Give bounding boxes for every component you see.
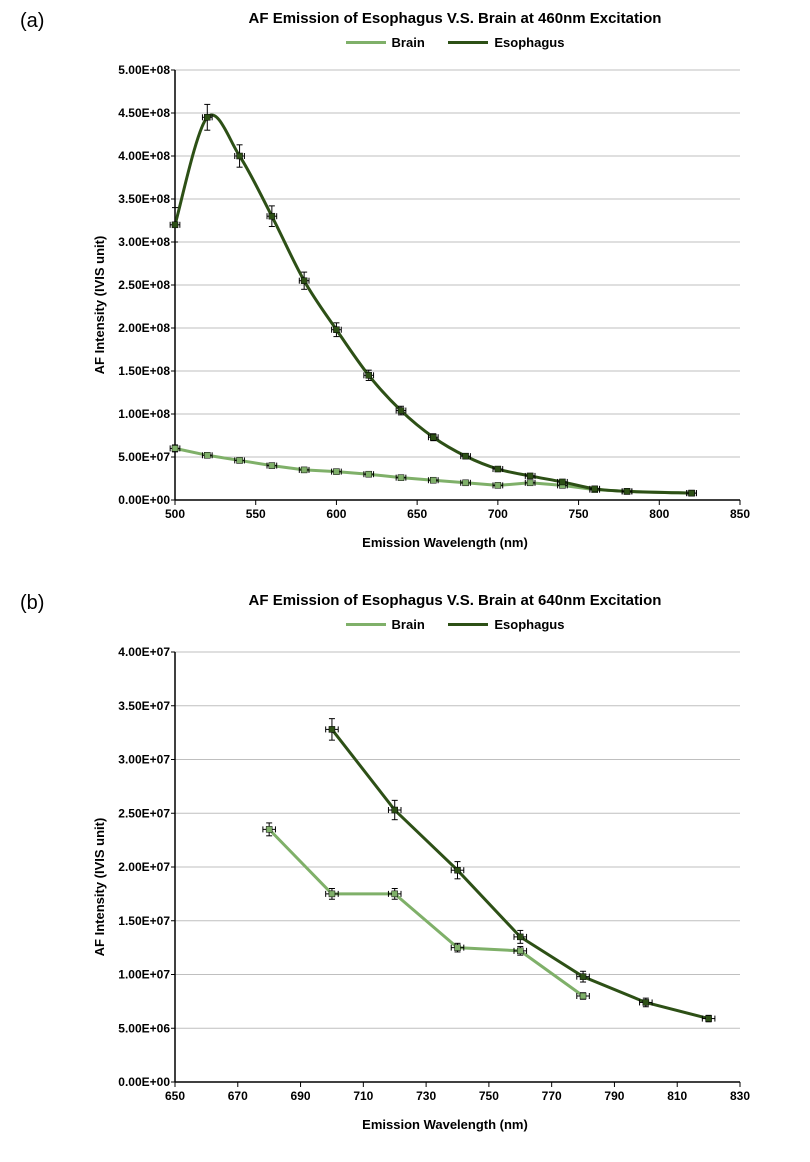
panel-a-label: (a)	[20, 10, 44, 33]
legend-line-esophagus-a	[448, 41, 488, 44]
svg-text:690: 690	[291, 1089, 311, 1103]
panel-b-label: (b)	[20, 592, 44, 615]
svg-text:600: 600	[326, 507, 346, 521]
svg-text:5.00E+08: 5.00E+08	[118, 63, 170, 77]
svg-text:0.00E+00: 0.00E+00	[118, 493, 170, 507]
legend-a-esophagus: Esophagus	[448, 35, 564, 50]
svg-text:3.00E+07: 3.00E+07	[118, 753, 170, 767]
svg-text:790: 790	[604, 1089, 624, 1103]
svg-text:550: 550	[246, 507, 266, 521]
svg-text:4.00E+08: 4.00E+08	[118, 149, 170, 163]
legend-line-brain-b	[346, 623, 386, 626]
chart-b-legend: Brain Esophagus	[90, 614, 810, 632]
legend-line-brain-a	[346, 41, 386, 44]
svg-text:770: 770	[542, 1089, 562, 1103]
x-axis-label-b: Emission Wavelength (nm)	[100, 1117, 790, 1132]
svg-text:2.50E+08: 2.50E+08	[118, 278, 170, 292]
svg-text:1.00E+08: 1.00E+08	[118, 407, 170, 421]
svg-text:700: 700	[488, 507, 508, 521]
x-axis-label-a: Emission Wavelength (nm)	[100, 535, 790, 550]
legend-label-esophagus-b: Esophagus	[494, 617, 564, 632]
panel-a: (a) AF Emission of Esophagus V.S. Brain …	[10, 10, 810, 550]
svg-text:750: 750	[479, 1089, 499, 1103]
panel-b: (b) AF Emission of Esophagus V.S. Brain …	[10, 592, 810, 1132]
svg-text:670: 670	[228, 1089, 248, 1103]
panel-gap	[10, 570, 810, 591]
legend-line-esophagus-b	[448, 623, 488, 626]
svg-text:810: 810	[667, 1089, 687, 1103]
svg-text:2.50E+07: 2.50E+07	[118, 806, 170, 820]
svg-text:3.50E+08: 3.50E+08	[118, 192, 170, 206]
svg-text:1.50E+07: 1.50E+07	[118, 914, 170, 928]
svg-text:3.50E+07: 3.50E+07	[118, 699, 170, 713]
svg-text:650: 650	[165, 1089, 185, 1103]
chart-a-svg: 0.00E+00 5.00E+07 1.00E+08 1.50E+08 2.00E+08…	[100, 60, 750, 530]
svg-text:650: 650	[407, 507, 427, 521]
svg-text:5.00E+06: 5.00E+06	[118, 1021, 170, 1035]
svg-text:3.00E+08: 3.00E+08	[118, 235, 170, 249]
svg-text:1.00E+07: 1.00E+07	[118, 968, 170, 982]
legend-b-esophagus: Esophagus	[448, 617, 564, 632]
y-axis-label-a: AF Intensity (IVIS unit)	[92, 236, 107, 375]
svg-text:5.00E+07: 5.00E+07	[118, 450, 170, 464]
plot-b-wrap: AF Intensity (IVIS unit) 0.00E+005.00E+0…	[100, 642, 790, 1132]
chart-a-title: AF Emission of Esophagus V.S. Brain at 4…	[90, 10, 810, 27]
svg-text:800: 800	[649, 507, 669, 521]
svg-text:850: 850	[730, 507, 750, 521]
svg-text:0.00E+00: 0.00E+00	[118, 1075, 170, 1089]
svg-text:2.00E+08: 2.00E+08	[118, 321, 170, 335]
legend-label-esophagus-a: Esophagus	[494, 35, 564, 50]
plot-a-wrap: AF Intensity (IVIS unit) 0.00E+005.00E+0…	[100, 60, 790, 550]
svg-text:750: 750	[569, 507, 589, 521]
legend-b-brain: Brain	[346, 617, 425, 632]
svg-text:710: 710	[353, 1089, 373, 1103]
legend-a-brain: Brain	[346, 35, 425, 50]
svg-text:1.50E+08: 1.50E+08	[118, 364, 170, 378]
y-axis-label-b: AF Intensity (IVIS unit)	[92, 818, 107, 957]
svg-text:500: 500	[165, 507, 185, 521]
legend-label-brain-a: Brain	[392, 35, 425, 50]
svg-text:2.00E+07: 2.00E+07	[118, 860, 170, 874]
chart-b-title: AF Emission of Esophagus V.S. Brain at 6…	[90, 592, 810, 609]
legend-label-brain-b: Brain	[392, 617, 425, 632]
svg-text:4.00E+07: 4.00E+07	[118, 645, 170, 659]
svg-text:730: 730	[416, 1089, 436, 1103]
svg-text:4.50E+08: 4.50E+08	[118, 106, 170, 120]
chart-b-svg: 0.00E+00 5.00E+06 1.00E+07 1.50E+07 2.00E+07…	[100, 642, 750, 1112]
chart-a-legend: Brain Esophagus	[90, 32, 810, 50]
svg-text:830: 830	[730, 1089, 750, 1103]
